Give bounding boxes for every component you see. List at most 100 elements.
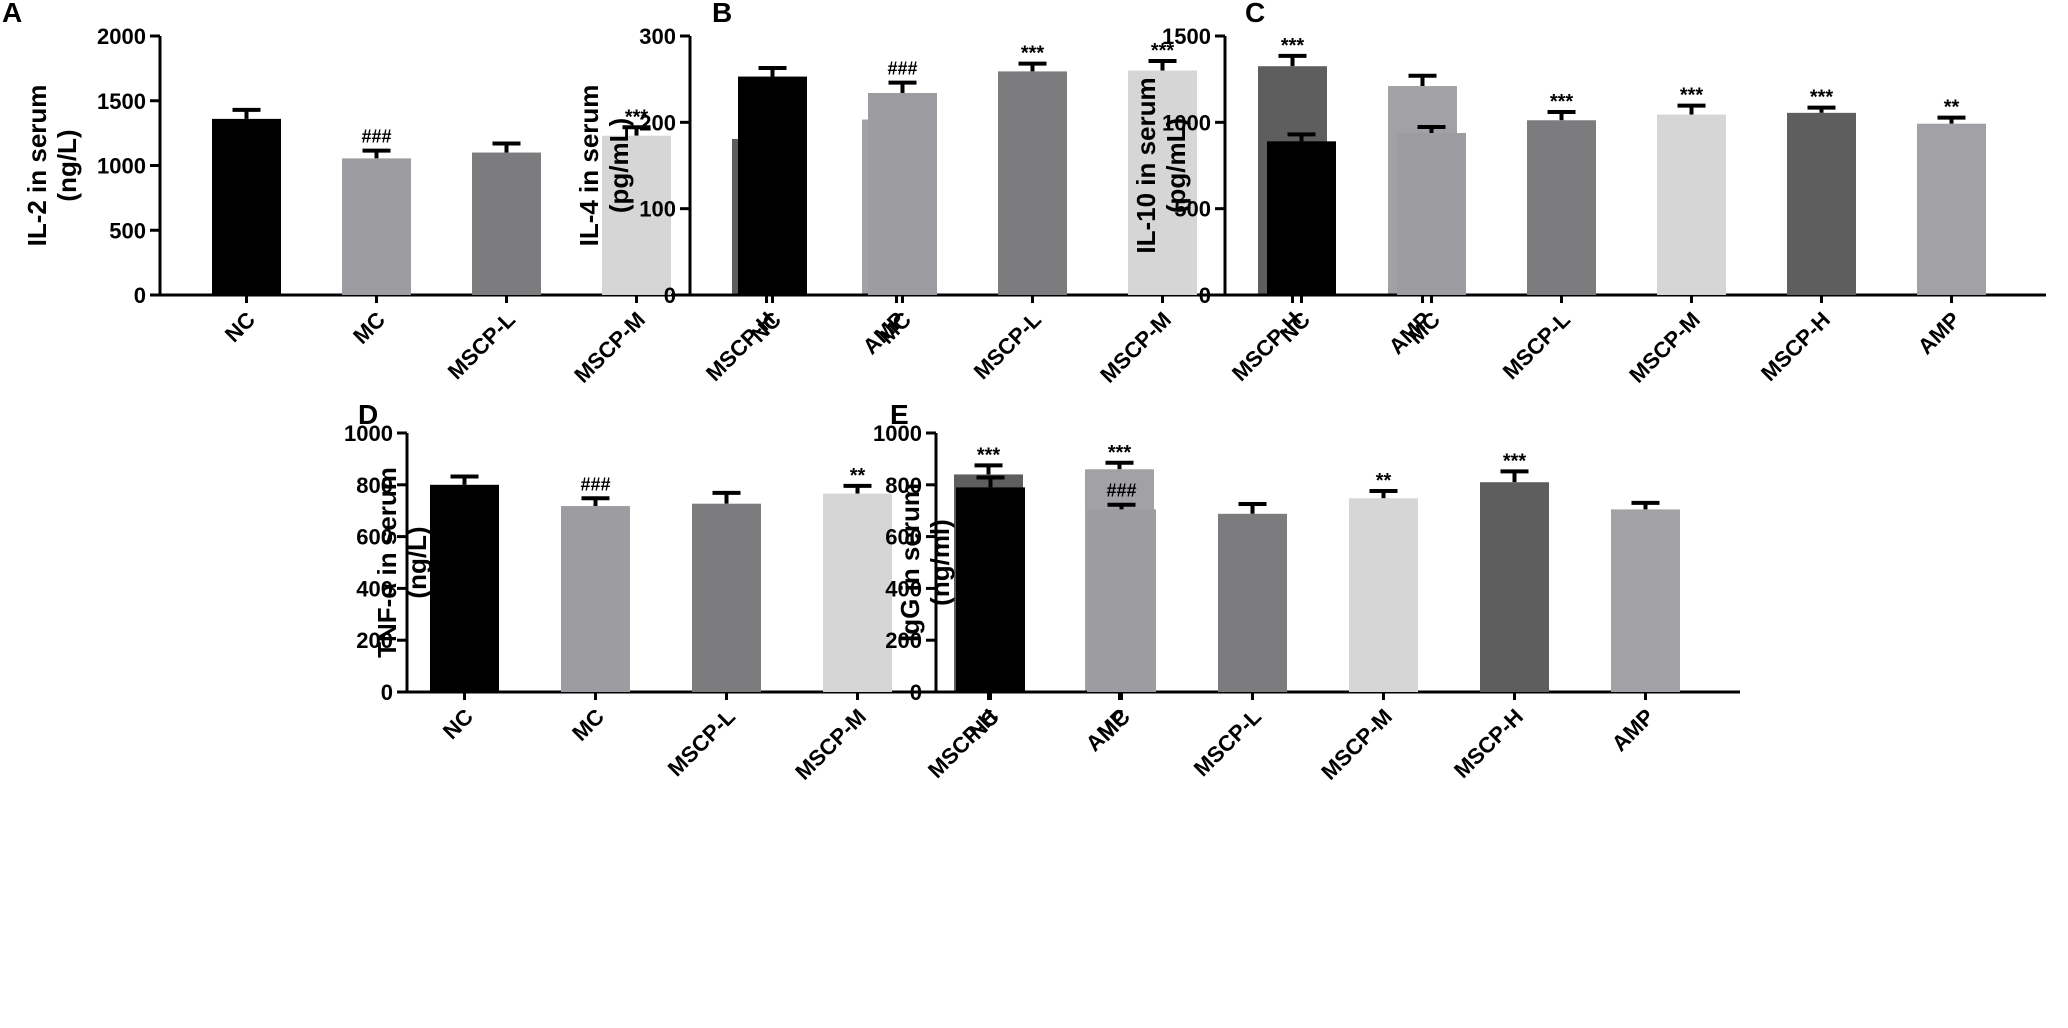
- y-axis-label-measure: IL-2 in serum: [22, 85, 52, 247]
- y-tick-label: 200: [885, 628, 922, 653]
- x-tick-label: MSCP-M: [569, 307, 650, 388]
- y-axis-label: IL-2 in serum(ng/L): [22, 85, 82, 247]
- panel-letter: C: [1245, 0, 1265, 28]
- y-axis-label-measure: TNF-α in serum: [372, 467, 402, 658]
- bar-mc: [1397, 133, 1466, 295]
- significance-star-annotation: **: [850, 465, 866, 487]
- bar-mc: [1087, 509, 1156, 692]
- panel-letter: B: [712, 0, 732, 28]
- significance-hash-annotation: ###: [580, 474, 610, 494]
- y-tick-label: 600: [356, 525, 393, 550]
- significance-star-annotation: ***: [1810, 87, 1834, 109]
- significance-star-annotation: **: [1944, 97, 1960, 119]
- bar-mscp-m: [602, 135, 671, 295]
- significance-star-annotation: ***: [625, 106, 649, 128]
- bar-mscp-h: [1480, 482, 1549, 692]
- y-axis-label-measure: IgG in serum: [895, 483, 925, 642]
- x-tick-label: MSCP-M: [1095, 307, 1176, 388]
- bar-mscp-l: [1527, 120, 1596, 296]
- y-tick-label: 500: [109, 218, 146, 243]
- y-axis-label-unit: (pg/mL): [604, 118, 634, 213]
- bar-nc: [430, 484, 499, 692]
- x-tick-label: MSCP-M: [1316, 704, 1397, 785]
- x-tick-label: MC: [348, 307, 390, 349]
- bar-nc: [1267, 141, 1336, 295]
- y-tick-label: 100: [639, 197, 676, 222]
- x-tick-label: AMP: [1607, 704, 1659, 756]
- bar-mc: [342, 158, 411, 295]
- bar-mscp-l: [472, 152, 541, 295]
- y-axis-label-measure: IL-4 in serum: [574, 85, 604, 247]
- y-axis-label-unit: (pg/mL): [1161, 118, 1191, 213]
- x-tick-label: NC: [220, 307, 260, 347]
- significance-star-annotation: ***: [1680, 85, 1704, 107]
- y-tick-label: 1500: [97, 89, 146, 114]
- x-tick-label: MSCP-L: [1189, 704, 1266, 781]
- y-tick-label: 800: [356, 473, 393, 498]
- y-tick-label: 800: [885, 473, 922, 498]
- x-tick-label: MSCP-L: [969, 307, 1046, 384]
- significance-hash-annotation: ###: [887, 59, 917, 79]
- significance-star-annotation: ***: [1021, 43, 1045, 65]
- x-tick-label: MSCP-L: [443, 307, 520, 384]
- bar-mscp-h: [1787, 112, 1856, 295]
- bar-amp: [1611, 509, 1680, 692]
- bar-nc: [212, 118, 281, 295]
- significance-star-annotation: **: [1376, 470, 1392, 492]
- y-tick-label: 1000: [873, 421, 922, 446]
- bar-mscp-m: [1128, 70, 1197, 296]
- y-tick-label: 200: [356, 628, 393, 653]
- y-tick-label: 1000: [97, 154, 146, 179]
- significance-hash-annotation: ###: [361, 127, 391, 147]
- bar-mscp-m: [1657, 114, 1726, 296]
- bar-mc: [561, 506, 630, 692]
- y-axis-label: IL-10 in serum(pg/mL): [1131, 77, 1191, 253]
- y-tick-label: 0: [664, 283, 676, 308]
- y-tick-label: 0: [381, 680, 393, 705]
- x-tick-label: MSCP-H: [1449, 704, 1528, 783]
- y-tick-label: 2000: [97, 24, 146, 49]
- panel-letter: E: [890, 399, 909, 430]
- y-axis-label: IgG in serum(ng/ml): [895, 483, 955, 642]
- x-tick-label: MSCP-M: [790, 704, 871, 785]
- y-tick-label: 600: [885, 525, 922, 550]
- bar-mscp-m: [823, 493, 892, 692]
- x-tick-label: MSCP-L: [663, 704, 740, 781]
- y-tick-label: 0: [1199, 283, 1211, 308]
- significance-hash-annotation: ###: [1106, 481, 1136, 501]
- bar-mscp-l: [1218, 513, 1287, 692]
- significance-star-annotation: ***: [1281, 35, 1305, 57]
- y-tick-label: 1000: [344, 421, 393, 446]
- x-tick-label: MSCP-M: [1624, 307, 1705, 388]
- y-tick-label: 1500: [1162, 24, 1211, 49]
- y-axis-label-unit: (ng/ml): [925, 519, 955, 606]
- bar-mscp-l: [692, 503, 761, 692]
- bar-mc: [868, 92, 937, 295]
- y-tick-label: 1000: [1162, 110, 1211, 135]
- x-tick-label: AMP: [1913, 307, 1965, 359]
- significance-star-annotation: ***: [1550, 91, 1574, 113]
- significance-star-annotation: ***: [1151, 40, 1175, 62]
- bar-nc: [956, 487, 1025, 692]
- y-tick-label: 0: [134, 283, 146, 308]
- y-tick-label: 400: [885, 576, 922, 601]
- x-tick-label: MSCP-L: [1498, 307, 1575, 384]
- y-tick-label: 500: [1174, 197, 1211, 222]
- bar-mscp-m: [1349, 498, 1418, 692]
- significance-star-annotation: ***: [977, 444, 1001, 466]
- significance-star-annotation: ***: [1503, 450, 1527, 472]
- significance-star-annotation: ***: [1108, 442, 1132, 464]
- y-tick-label: 300: [639, 24, 676, 49]
- y-axis-label-measure: IL-10 in serum: [1131, 77, 1161, 253]
- y-axis-label: IL-4 in serum(pg/mL): [574, 85, 634, 247]
- bar-amp: [1917, 123, 1986, 296]
- bar-nc: [738, 76, 807, 296]
- x-tick-label: NC: [438, 704, 478, 744]
- x-tick-label: MC: [567, 704, 609, 746]
- panel-letter: A: [2, 0, 22, 28]
